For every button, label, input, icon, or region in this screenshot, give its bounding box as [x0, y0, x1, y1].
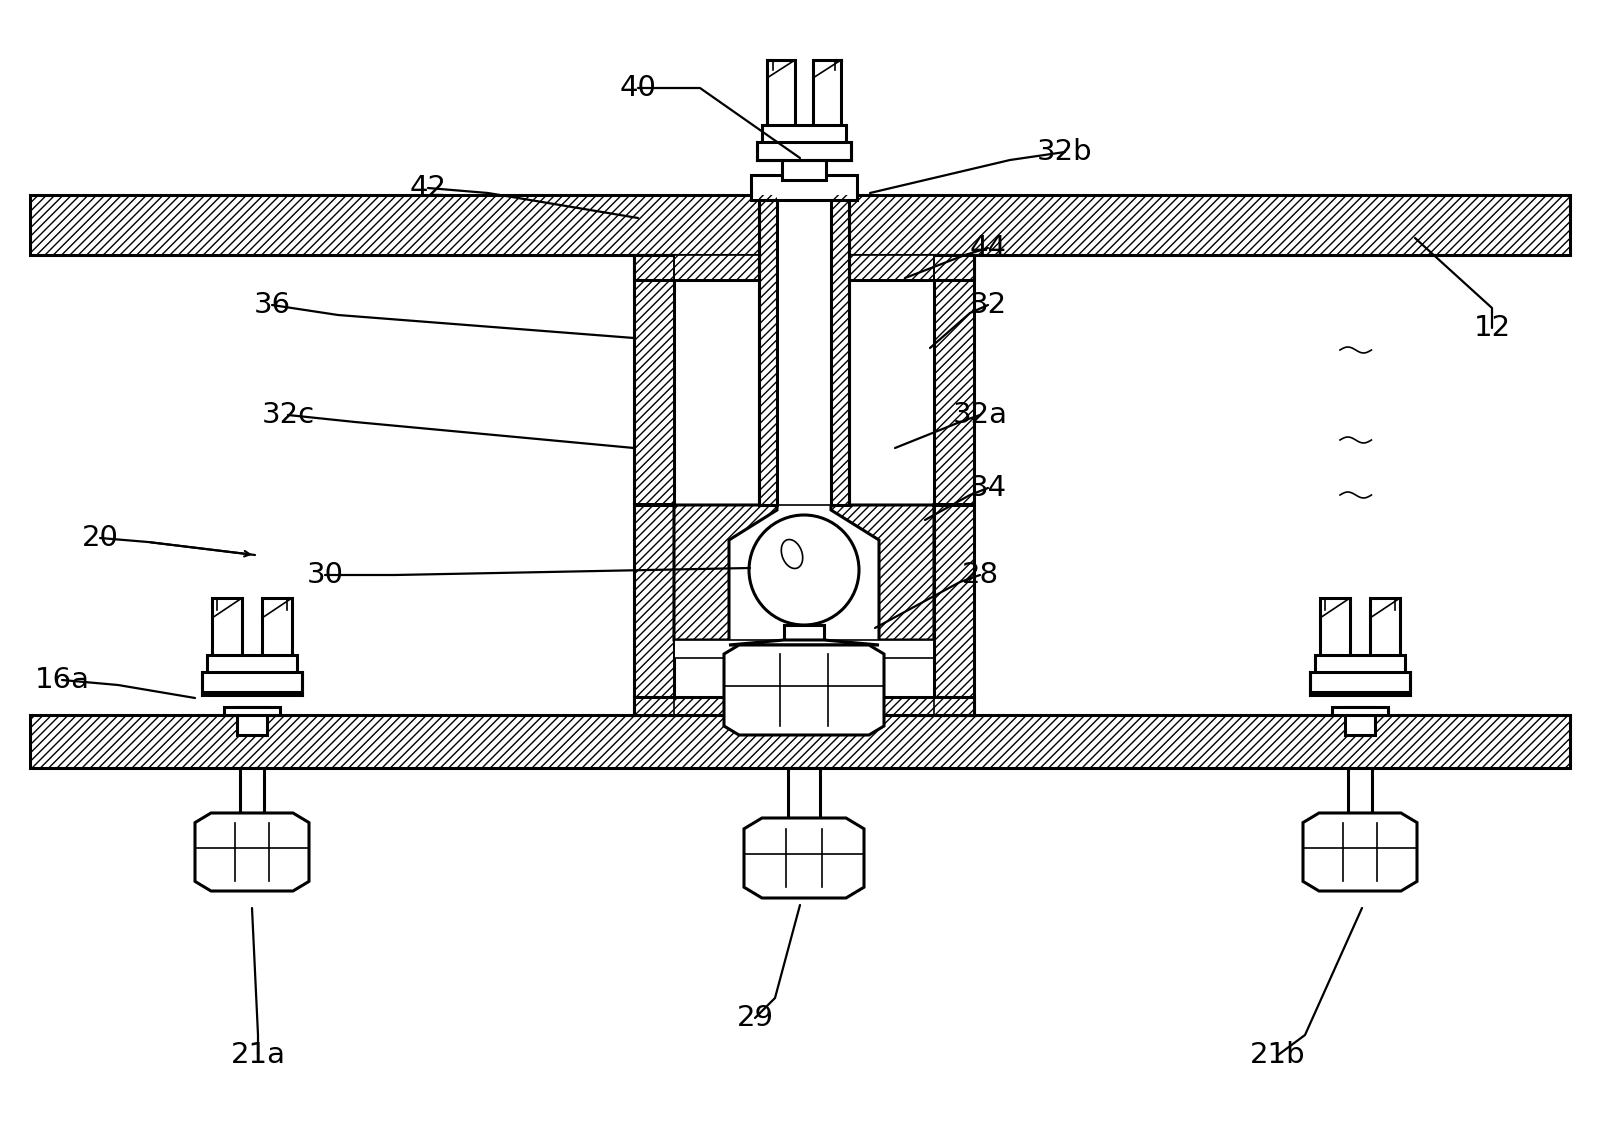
Polygon shape	[729, 640, 879, 645]
Bar	[634, 255, 973, 280]
Bar	[933, 255, 973, 715]
Text: 32: 32	[970, 291, 1007, 319]
Bar	[31, 715, 1570, 768]
Text: 34: 34	[970, 474, 1007, 502]
Bar	[850, 255, 933, 280]
Text: 21b: 21b	[1250, 1041, 1307, 1069]
Polygon shape	[767, 60, 795, 130]
Bar	[674, 640, 933, 658]
Bar	[759, 195, 777, 505]
Bar	[756, 142, 851, 159]
Polygon shape	[1303, 813, 1418, 891]
Bar	[784, 625, 824, 640]
Polygon shape	[1319, 598, 1350, 658]
Text: 12: 12	[1474, 314, 1511, 342]
Polygon shape	[1369, 598, 1400, 658]
Bar	[788, 768, 821, 818]
Bar	[782, 130, 825, 180]
Bar	[777, 195, 830, 505]
Circle shape	[750, 515, 859, 625]
Text: 44: 44	[970, 234, 1007, 262]
Bar	[759, 195, 777, 505]
Text: 32b: 32b	[1038, 138, 1093, 166]
Text: 40: 40	[619, 75, 656, 102]
Bar	[634, 255, 674, 715]
Bar	[203, 672, 302, 692]
Bar	[634, 255, 973, 280]
Bar	[774, 707, 833, 715]
Bar	[674, 255, 759, 280]
Bar	[751, 175, 858, 200]
Bar	[787, 697, 822, 735]
Text: 21a: 21a	[230, 1041, 285, 1069]
Polygon shape	[743, 818, 864, 898]
Bar	[1332, 707, 1389, 715]
Text: 32a: 32a	[953, 401, 1007, 429]
Bar	[787, 697, 822, 733]
Polygon shape	[195, 813, 309, 891]
Text: 28: 28	[962, 561, 999, 590]
Bar	[31, 195, 1570, 255]
Text: 42: 42	[410, 174, 447, 202]
Bar	[31, 195, 1570, 255]
Polygon shape	[262, 598, 291, 658]
Bar	[634, 697, 973, 715]
Text: 16a: 16a	[34, 666, 90, 694]
Polygon shape	[724, 645, 883, 735]
Polygon shape	[212, 598, 241, 658]
Bar	[763, 125, 846, 147]
Bar	[240, 768, 264, 813]
Bar	[1345, 707, 1376, 735]
Bar	[31, 715, 1570, 768]
Text: 36: 36	[254, 291, 291, 319]
Bar	[634, 255, 674, 715]
Ellipse shape	[782, 539, 803, 569]
Bar	[830, 195, 850, 505]
Bar	[1315, 655, 1405, 674]
Bar	[1348, 768, 1372, 813]
Text: 30: 30	[306, 561, 343, 590]
Bar	[830, 195, 850, 505]
Polygon shape	[634, 505, 777, 640]
Text: 29: 29	[737, 1004, 774, 1032]
Bar	[224, 707, 280, 715]
Text: 20: 20	[82, 524, 119, 552]
Polygon shape	[813, 60, 842, 130]
Polygon shape	[830, 505, 973, 640]
Bar	[933, 255, 973, 715]
Bar	[1310, 672, 1409, 692]
Bar	[237, 707, 267, 735]
Bar	[634, 697, 973, 715]
Text: 32c: 32c	[261, 401, 315, 429]
Bar	[208, 655, 298, 674]
